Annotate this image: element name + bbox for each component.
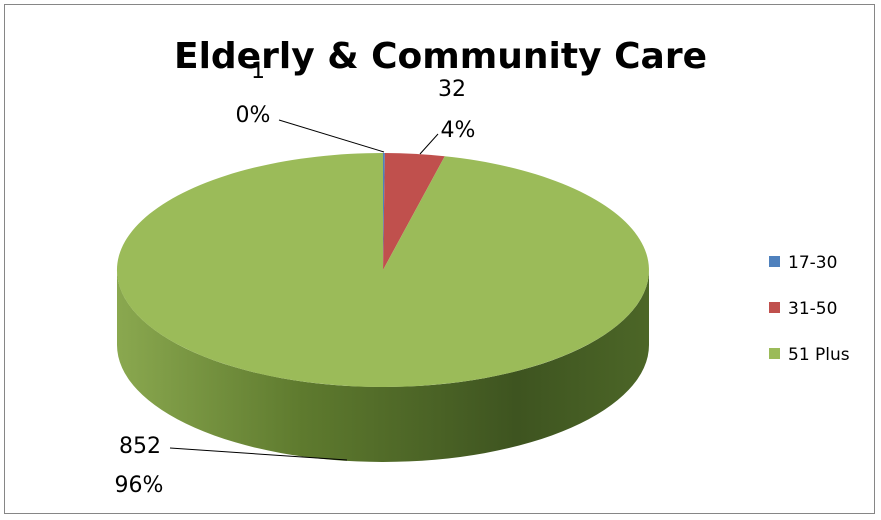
data-label-17-30-value: 1 — [251, 59, 265, 84]
chart-title: Elderly & Community Care — [173, 36, 707, 77]
leader-line-31-50 — [419, 133, 439, 155]
legend-swatch-17-30 — [769, 256, 780, 267]
legend-label-51-plus: 51 Plus — [788, 345, 850, 365]
legend-swatch-31-50 — [769, 302, 780, 313]
legend: 17-30 31-50 51 Plus — [769, 253, 850, 365]
data-label-31-50-percent: 4% — [441, 118, 476, 143]
pie-slice-17-30 — [383, 152, 385, 270]
legend-label-17-30: 17-30 — [788, 253, 837, 273]
leader-line-17-30 — [278, 119, 385, 153]
legend-swatch-51-plus — [769, 348, 780, 359]
leader-line-51-plus — [169, 447, 348, 461]
legend-label-31-50: 31-50 — [788, 299, 837, 319]
pie-side-wall — [117, 270, 649, 462]
data-label-31-50-value: 32 — [438, 77, 466, 102]
pie-slice-51-plus — [116, 152, 649, 388]
data-label-17-30-percent: 0% — [236, 103, 271, 128]
data-label-51-plus-percent: 96% — [115, 473, 164, 498]
pie-slice-31-50 — [383, 153, 445, 270]
data-label-51-plus-value: 852 — [119, 434, 161, 459]
